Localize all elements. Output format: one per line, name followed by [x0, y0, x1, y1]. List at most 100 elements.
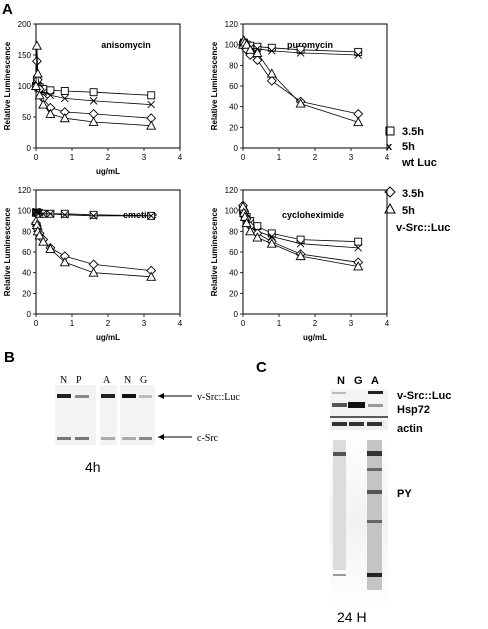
- blot-b-band: [57, 437, 71, 440]
- y-tick-label: 20: [22, 289, 31, 298]
- data-point-triangle: [245, 44, 256, 54]
- blot-b-band: [122, 437, 136, 440]
- y-tick-label: 40: [229, 103, 238, 112]
- plot-frame: [242, 189, 388, 315]
- chart-anisomycin: 0 50 100 150 200 0 1 2 3 4 ug/mL Relative Luminesce…: [3, 20, 183, 176]
- y-axis-label: Relative Luminescence: [3, 207, 12, 296]
- data-point-x: [89, 212, 98, 220]
- data-point-square: [296, 45, 305, 54]
- data-point-triangle: [34, 90, 45, 100]
- blot-c-band: [333, 452, 346, 456]
- y-tick-label: 0: [27, 144, 32, 153]
- blot-b-arrowhead: [158, 393, 164, 399]
- data-point-triangle: [252, 232, 263, 242]
- blot-c-band: [368, 391, 383, 394]
- data-point-triangle: [353, 261, 364, 271]
- y-tick-label: 0: [234, 144, 239, 153]
- data-point-square: [354, 47, 363, 56]
- y-tick-label: 120: [225, 186, 239, 195]
- blot-c-band: [332, 403, 347, 407]
- blot-b-lane-3: A: [103, 375, 111, 386]
- legend-label-3-5h-b: 3.5h: [402, 188, 424, 200]
- data-point-square: [89, 210, 98, 219]
- x-tick-label: 3: [349, 319, 354, 328]
- data-point-triangle: [32, 68, 43, 78]
- y-axis-label: Relative Luminescence: [3, 41, 12, 130]
- data-point-diamond: [88, 259, 99, 270]
- blot-c-lane-2: G: [354, 375, 363, 387]
- data-point-triangle: [241, 39, 252, 49]
- data-point-triangle: [146, 271, 157, 281]
- blot-b-band: [75, 395, 89, 398]
- blot-b-band: [57, 394, 71, 398]
- blot-c-band: [332, 422, 347, 426]
- legend-vsrc-luc: 3.5h 5h v-Src::Luc: [384, 186, 450, 234]
- x-tick-label: 3: [142, 153, 147, 162]
- data-point-triangle: [88, 267, 99, 277]
- x-tick-label: 4: [178, 153, 183, 162]
- x-tick-label: 1: [277, 319, 282, 328]
- x-tick-label: 2: [313, 319, 318, 328]
- legend-label-5h-b: 5h: [402, 205, 415, 217]
- data-point-triangle: [30, 80, 42, 90]
- x-tick-label: 2: [106, 153, 111, 162]
- blot-c-band: [348, 402, 365, 408]
- data-point-triangle: [295, 98, 306, 108]
- data-point-triangle: [252, 47, 263, 57]
- data-point-x: [39, 209, 48, 218]
- blot-b-label-vsrc: v-Src::Luc: [197, 392, 240, 403]
- x-tick-label: 4: [178, 319, 183, 328]
- data-point-triangle: [245, 226, 256, 236]
- y-tick-label: 120: [18, 186, 32, 195]
- blot-c-band: [333, 574, 346, 576]
- panel-label-a: A: [2, 1, 13, 18]
- y-tick-label: 0: [27, 310, 32, 319]
- blot-c-lane-3: A: [371, 375, 379, 387]
- x-tick-label: 4: [385, 153, 390, 162]
- y-tick-label: 60: [229, 82, 238, 91]
- x-tick-label: 2: [313, 153, 318, 162]
- data-point-x: [60, 210, 69, 219]
- data-point-triangle: [146, 120, 157, 130]
- x-axis-label: ug/mL: [96, 333, 120, 342]
- data-point-triangle: [88, 116, 99, 126]
- legend-name-wt-luc: wt Luc: [401, 157, 437, 169]
- blot-c-band: [367, 490, 382, 494]
- blot-c: N G A v-Src::Luc Hsp72 actin PY 24 H: [330, 375, 451, 625]
- data-point-x: [46, 209, 55, 218]
- x-tick-label: 0: [34, 153, 39, 162]
- blot-b-time: 4h: [85, 459, 101, 475]
- data-point-triangle: [266, 68, 277, 78]
- data-point-triangle: [353, 116, 364, 127]
- y-tick-label: 20: [229, 123, 238, 132]
- data-point-triangle: [31, 40, 42, 50]
- data-point-triangle: [241, 217, 252, 228]
- blot-c-label-actin: actin: [397, 423, 423, 435]
- blot-c-smear: [367, 440, 382, 590]
- data-point-triangle: [38, 99, 49, 109]
- y-tick-label: 40: [22, 269, 31, 278]
- y-tick-label: 40: [229, 269, 238, 278]
- blot-c-band: [367, 422, 382, 426]
- y-tick-label: 50: [22, 113, 31, 122]
- y-tick-label: 80: [22, 227, 31, 236]
- data-point-triangle: [239, 211, 250, 221]
- blot-b-band: [75, 437, 89, 440]
- y-tick-label: 100: [225, 207, 239, 216]
- blot-b-band: [101, 437, 115, 440]
- y-tick-label: 100: [225, 41, 239, 50]
- data-point-triangle: [34, 230, 45, 240]
- blot-c-band: [367, 468, 382, 471]
- data-point-x: [267, 232, 276, 241]
- blot-c-band: [332, 392, 346, 394]
- x-tick-label: 3: [142, 319, 147, 328]
- blot-b-lane-4: N: [124, 375, 131, 386]
- panel-label-b: B: [4, 349, 15, 366]
- chart-puromycin: 0 20 40 60 80 100 120 0 1 2 3 4 Relative Luminescenc…: [210, 20, 390, 162]
- blot-b-label-csrc: c-Src: [197, 433, 219, 444]
- y-tick-label: 100: [18, 82, 32, 91]
- data-point-x: [354, 244, 363, 252]
- data-point-x: [354, 51, 363, 59]
- data-point-diamond: [353, 108, 364, 119]
- blot-c-label-hsp72: Hsp72: [397, 404, 430, 416]
